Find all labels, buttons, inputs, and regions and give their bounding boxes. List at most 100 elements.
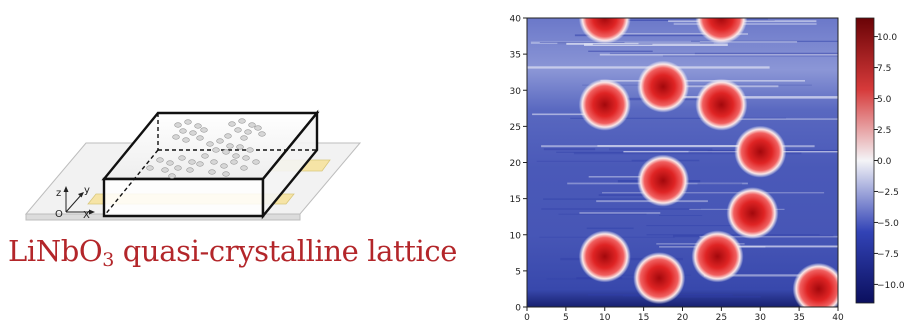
scan-streak: [623, 151, 838, 153]
lattice-dot: [228, 121, 236, 127]
lattice-dot: [230, 159, 238, 165]
scan-streak: [709, 118, 838, 120]
heatmap-spot: [578, 230, 631, 283]
scan-streak: [543, 148, 596, 151]
scan-streak: [598, 194, 660, 196]
lattice-dot: [179, 128, 187, 134]
scan-streak: [703, 274, 836, 277]
lattice-dot: [222, 171, 230, 177]
lattice-dot: [224, 133, 232, 139]
y-tick-label: 5: [515, 267, 521, 277]
lattice-dot: [196, 161, 204, 167]
lattice-dot: [206, 141, 214, 147]
y-tick-label: 15: [510, 195, 521, 205]
x-tick-label: 35: [793, 313, 804, 320]
scan-streak: [699, 235, 838, 238]
y-tick-label: 25: [510, 123, 521, 133]
lattice-dot: [244, 129, 252, 135]
lattice-dot: [236, 144, 244, 150]
lattice-dot: [222, 149, 230, 155]
scan-streak: [691, 40, 838, 42]
x-tick-label: 20: [677, 313, 689, 320]
scan-streak: [574, 34, 735, 37]
lattice-dot: [226, 143, 234, 149]
lattice-dot: [252, 159, 260, 165]
coordinate-axes: [63, 186, 95, 215]
y-tick-label: 0: [515, 304, 521, 314]
x-tick-label: 40: [832, 313, 844, 320]
colorbar-ticks: 10.0 7.5 5.0 2.5 0.0 −2.5 −5.0 −7.5 −10.0: [874, 33, 905, 291]
scan-streak: [588, 176, 666, 178]
y-axis: 0 5 10 15 20 25 30 35 40: [510, 15, 527, 314]
heatmap-spot: [726, 187, 779, 240]
lattice-dot: [186, 167, 194, 173]
y-tick-label: 20: [510, 159, 522, 169]
crystal-block: [101, 109, 320, 220]
scan-streak: [592, 43, 653, 45]
lattice-dot: [254, 125, 262, 131]
scan-streak: [536, 160, 644, 162]
lattice-dot: [194, 123, 202, 129]
scan-streak: [588, 50, 653, 52]
heatmap-spot: [734, 125, 787, 178]
lattice-dot: [174, 122, 182, 128]
scan-streak: [600, 80, 805, 82]
scan-streak: [646, 225, 751, 227]
lattice-dot: [258, 131, 266, 137]
lattice-dot: [196, 135, 204, 141]
x-tick-label: 5: [563, 313, 569, 320]
scan-streak: [573, 152, 802, 155]
heatmap-spot: [695, 78, 748, 131]
heatmap-background: [527, 18, 838, 307]
scan-streak: [558, 213, 647, 215]
y-axis-label: y: [84, 185, 90, 196]
scan-streak: [697, 245, 838, 248]
heatmap-spots: [578, 18, 838, 307]
heatmap-spot: [578, 18, 631, 44]
lattice-dot: [220, 163, 228, 169]
scan-streak: [586, 227, 634, 230]
scan-streak: [646, 234, 820, 236]
heatmap-spot: [691, 230, 744, 283]
scan-streak: [570, 117, 786, 119]
lattice-dot: [240, 165, 248, 171]
scan-streak: [541, 208, 701, 210]
lattice-dot: [166, 160, 174, 166]
crystal-side-face: [261, 109, 319, 220]
scan-streak: [659, 215, 703, 216]
lattice-dot: [216, 138, 224, 144]
y-tick-label: 30: [510, 87, 522, 97]
lattice-dot: [201, 153, 209, 159]
scan-streak: [584, 43, 728, 46]
crystal-front-face: [102, 177, 265, 218]
colorbar-tick-label: 10.0: [877, 33, 897, 43]
x-tick-label: 0: [524, 313, 530, 320]
colorbar-tick-label: −7.5: [877, 250, 899, 260]
lattice-dot: [178, 155, 186, 161]
y-tick-label: 35: [510, 51, 521, 61]
colorbar-tick-label: 7.5: [877, 64, 891, 74]
heatmap-spot: [633, 252, 686, 305]
lattice-dot: [174, 165, 182, 171]
scan-streak: [543, 198, 680, 200]
hidden-edges: [103, 113, 317, 217]
caption: LiNbO3 quasi-crystalline lattice: [8, 234, 457, 271]
lattice-dot: [210, 159, 218, 165]
lattice-dot: [182, 137, 190, 143]
lattice-dot: [240, 135, 248, 141]
x-tick-label: 10: [599, 313, 611, 320]
scan-streak: [582, 84, 812, 86]
lattice-dot: [242, 155, 250, 161]
caption-formula: LiNbO: [8, 234, 103, 268]
scan-streak: [530, 41, 700, 44]
colorbar-tick-label: −5.0: [877, 219, 899, 229]
heatmap-spot: [637, 60, 690, 113]
scan-streak: [539, 42, 625, 43]
y-tick-label: 10: [510, 231, 522, 241]
caption-description: quasi-crystalline lattice: [113, 234, 458, 268]
lattice-dot: [238, 118, 246, 124]
scan-streak: [688, 151, 755, 153]
lattice-dot: [146, 165, 154, 171]
lattice-dot: [172, 134, 180, 140]
